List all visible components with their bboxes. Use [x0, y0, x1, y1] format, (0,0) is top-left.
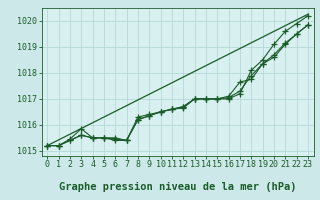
Text: Graphe pression niveau de la mer (hPa): Graphe pression niveau de la mer (hPa) [59, 182, 296, 192]
